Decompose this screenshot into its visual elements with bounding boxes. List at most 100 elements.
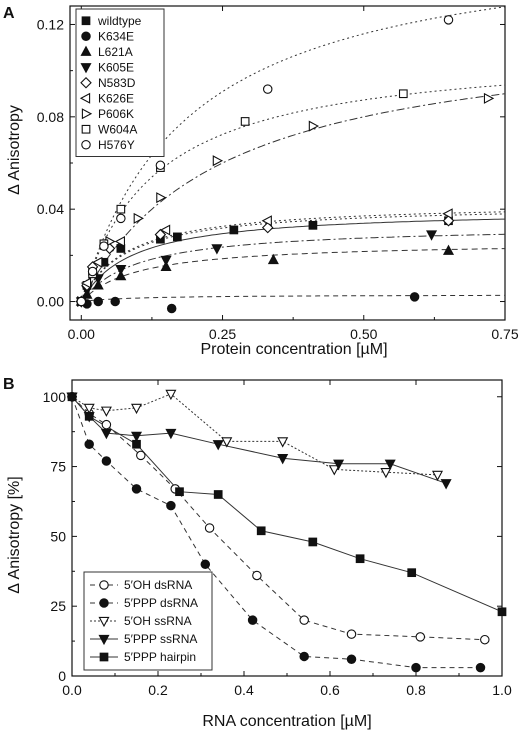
data-point-k605e [115, 265, 127, 276]
data-point-k626e [261, 215, 272, 227]
data-point-5-oh-dsrna [136, 450, 146, 461]
data-point-h576y [155, 160, 166, 171]
legend-marker-5-oh-ssrna [98, 616, 110, 628]
data-point-l621a [160, 260, 172, 272]
y-tick-label: 75 [50, 459, 66, 475]
y-tick-label: 50 [50, 528, 66, 544]
data-point-5-ppp-dsrna [101, 456, 112, 466]
series-lines [80, 6, 505, 302]
data-point-5-ppp-ssrna [212, 440, 224, 451]
data-point-l621a [92, 279, 104, 290]
y-tick-label: 0.00 [37, 294, 64, 310]
legend-box [75, 8, 165, 157]
y-tick-label: 0 [58, 668, 66, 684]
data-point-k626e [80, 277, 92, 289]
legend-marker-k626e [79, 92, 91, 104]
legend-label-k605e: K605E [98, 60, 134, 74]
data-point-5-oh-ssrna [328, 465, 340, 476]
x-tick-label: 0.4 [234, 682, 254, 698]
data-point-5-ppp-dsrna [299, 651, 309, 662]
data-point-5-oh-dsrna [346, 629, 357, 639]
x-tick-label: 0.8 [406, 682, 426, 698]
data-point-5-oh-dsrna [252, 570, 262, 581]
legend-label-5-oh-ssrna: 5′OH ssRNA [124, 614, 192, 628]
data-point-5-ppp-dsrna [84, 439, 94, 449]
data-point-l621a [115, 269, 127, 281]
legend-label-w604a: W604A [98, 122, 137, 136]
data-point-p606k [308, 120, 320, 132]
data-point-5-ppp-hairpin [67, 392, 77, 402]
x-tick-label: 0.50 [350, 326, 377, 342]
data-point-5-oh-ssrna [83, 403, 95, 415]
data-point-l621a [442, 244, 455, 255]
data-point-5-ppp-dsrna [411, 662, 421, 673]
panel-a-xlabel: Protein concentration [µM] [200, 341, 387, 358]
data-point-5-oh-ssrna [130, 403, 143, 415]
data-point-5-ppp-hairpin [256, 526, 266, 536]
series-line-w604a [80, 84, 505, 302]
series-line-l621a [80, 248, 505, 302]
data-point-k634e [409, 292, 420, 302]
data-point-5-ppp-hairpin [84, 411, 94, 421]
x-tick-label: 0.6 [320, 682, 340, 698]
legend-marker-5-ppp-dsrna [99, 598, 109, 608]
panel-a: A 0.00 0.25 0.50 0.75 0.00 0.04 0.08 0.12 wildty… [3, 5, 519, 358]
data-point-5-ppp-dsrna [166, 500, 176, 511]
data-point-k626e [442, 208, 453, 220]
data-point-5-ppp-hairpin [213, 490, 223, 499]
data-point-5-ppp-ssrna [277, 454, 289, 465]
data-point-5-ppp-dsrna [131, 484, 142, 494]
series-line-5-ppp-hairpin [72, 396, 502, 613]
legend-label-5-ppp-dsrna: 5′PPP dsRNA [124, 596, 198, 610]
legend-label-l621a: L621A [98, 45, 133, 59]
data-point-k626e [92, 256, 103, 268]
data-point-5-ppp-ssrna [165, 428, 177, 440]
data-point-5-ppp-dsrna [346, 654, 357, 664]
y-tick-label: 0.04 [37, 201, 64, 217]
series-line-5-ppp-dsrna [72, 396, 481, 669]
series-line-5-oh-ssrna [72, 393, 438, 476]
data-point-k605e [160, 255, 172, 267]
data-point-w604a [398, 89, 408, 99]
legend-marker-5-ppp-ssrna [98, 634, 110, 646]
panel-b-xlabel: RNA concentration [µM] [202, 713, 371, 730]
data-point-k634e [93, 296, 103, 307]
y-tick-label: 100 [43, 389, 67, 405]
legend-label-n583d: N583D [98, 76, 136, 90]
legend-marker-h576y [81, 140, 91, 150]
panel-a-letter: A [3, 5, 15, 22]
series-line-wildtype [80, 218, 505, 302]
data-point-wildtype [229, 225, 239, 235]
data-point-5-ppp-dsrna [200, 559, 211, 570]
data-point-k634e [110, 296, 120, 307]
data-point-5-ppp-ssrna [333, 459, 345, 470]
x-tick-label: 0.2 [148, 682, 168, 698]
data-point-h576y [443, 15, 454, 25]
data-point-5-ppp-ssrna [130, 431, 143, 443]
y-tick-label: 25 [50, 598, 66, 614]
data-point-p606k [212, 155, 224, 167]
legend-marker-p606k [81, 108, 93, 120]
data-point-p606k [156, 192, 167, 204]
data-point-w604a [116, 204, 126, 214]
data-point-p606k [483, 92, 495, 104]
data-point-wildtype [172, 232, 182, 242]
legend-label-5-oh-dsrna: 5′OH dsRNA [124, 578, 192, 592]
data-point-5-oh-dsrna [480, 634, 490, 645]
legend-marker-k634e [81, 31, 91, 41]
x-tick-label: 0.0 [62, 682, 82, 698]
data-point-5-oh-ssrna [431, 470, 444, 482]
data-point-5-ppp-ssrna [384, 459, 396, 470]
legend-marker-l621a [80, 45, 92, 56]
data-point-k626e [114, 235, 125, 248]
panel-b-letter: B [3, 376, 15, 393]
legend-label-5-ppp-ssrna: 5′PPP ssRNA [124, 632, 197, 646]
data-point-5-ppp-hairpin [407, 568, 417, 578]
data-point-5-ppp-hairpin [497, 607, 507, 617]
legend-marker-wildtype [81, 16, 91, 26]
data-point-h576y [87, 266, 98, 277]
series-line-p606k [80, 93, 505, 302]
data-point-k634e [166, 303, 177, 314]
